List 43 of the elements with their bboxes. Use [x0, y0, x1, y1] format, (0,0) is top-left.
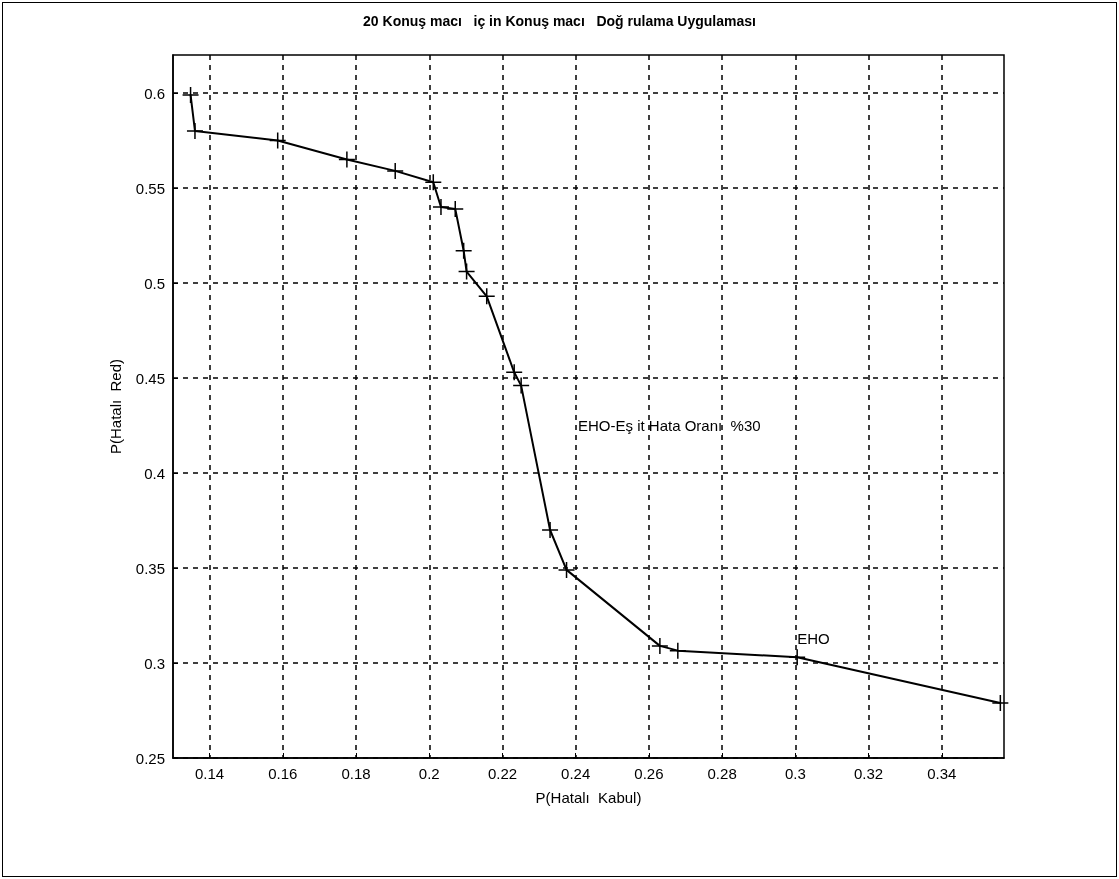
- point: [268, 131, 287, 150]
- point: [991, 694, 1010, 712]
- point: [788, 648, 806, 667]
- x-axis-title: P(Hatalı Kabul): [535, 789, 642, 806]
- annotation: EHO: [797, 630, 830, 648]
- chart-title: 20 Konuş macı iç in Konuş macı Doğ rulama Uygulaması: [363, 13, 756, 29]
- x-tick-label: 0.14: [195, 765, 225, 782]
- point: [512, 376, 530, 395]
- point: [505, 363, 523, 382]
- x-tick-label: 0.3: [784, 765, 806, 782]
- point: [457, 262, 476, 281]
- point: [424, 173, 443, 192]
- x-tick-label: 0.2: [418, 765, 440, 782]
- point: [386, 162, 404, 180]
- point: [338, 150, 356, 169]
- x-tick-label: 0.34: [927, 765, 957, 782]
- point: [477, 287, 496, 306]
- point: [669, 641, 687, 660]
- x-tick-label: 0.16: [268, 765, 298, 782]
- x-tick-label: 0.32: [853, 765, 884, 782]
- x-tick-label: 0.22: [487, 765, 518, 782]
- point: [557, 561, 576, 579]
- y-tick-label: 0.25: [135, 749, 165, 767]
- point: [432, 198, 450, 216]
- y-tick-label: 0.4: [144, 464, 165, 482]
- point: [651, 637, 669, 655]
- x-tick-label: 0.24: [561, 765, 591, 782]
- y-tick-label: 0.35: [135, 559, 165, 577]
- point: [186, 122, 204, 140]
- point: [181, 86, 200, 104]
- y-tick-label: 0.45: [135, 369, 165, 387]
- point: [446, 200, 464, 218]
- point: [454, 241, 473, 260]
- annotation: EHO-Eş it Hata Oranı %30: [578, 417, 761, 434]
- point: [541, 521, 559, 539]
- x-tick-label: 0.18: [341, 765, 371, 782]
- y-tick-label: 0.55: [135, 179, 165, 197]
- x-tick-label: 0.26: [634, 765, 664, 782]
- y-axis-title: P(Hatalı Red): [107, 358, 124, 455]
- y-tick-label: 0.5: [144, 274, 165, 292]
- y-tick-label: 0.3: [144, 654, 165, 672]
- x-tick-label: 0.28: [707, 765, 737, 782]
- y-tick-label: 0.6: [144, 84, 165, 102]
